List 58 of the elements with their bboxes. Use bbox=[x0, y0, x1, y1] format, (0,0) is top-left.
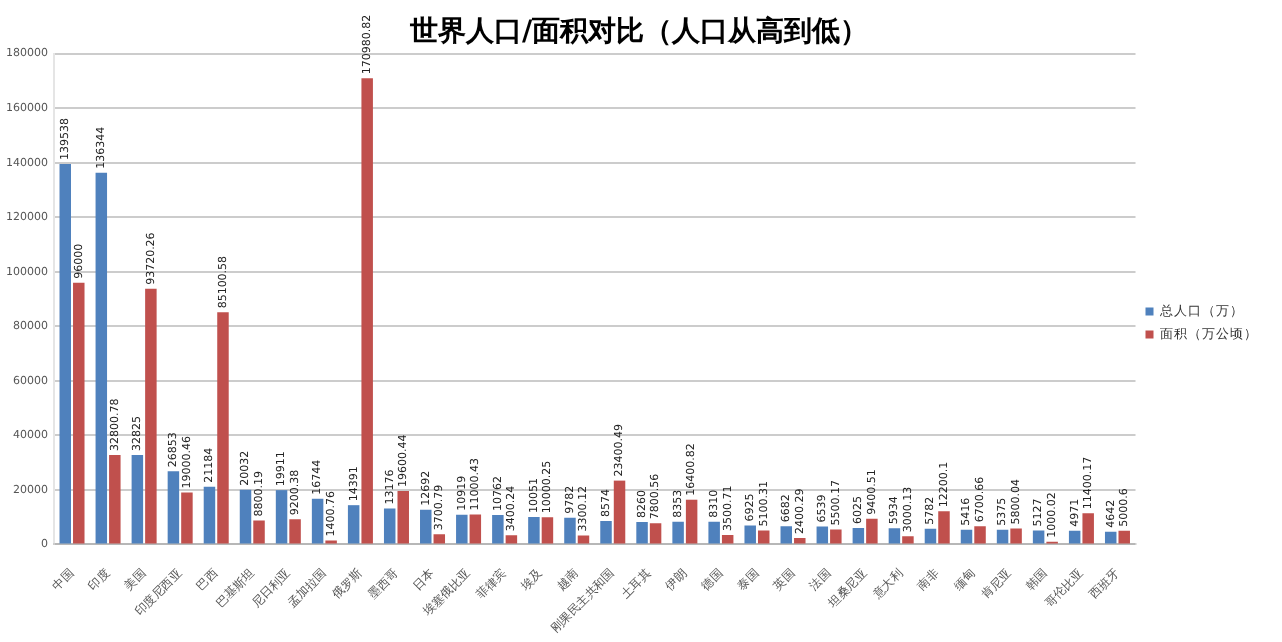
bar bbox=[685, 499, 698, 544]
bar bbox=[109, 454, 121, 544]
bar bbox=[902, 536, 914, 544]
bar bbox=[938, 511, 950, 544]
bar bbox=[275, 490, 288, 544]
bar bbox=[347, 505, 360, 544]
bar bbox=[816, 526, 829, 544]
bar bbox=[866, 518, 878, 544]
bar bbox=[203, 486, 216, 544]
bar bbox=[181, 492, 193, 544]
bar bbox=[253, 520, 265, 544]
bar bbox=[59, 163, 71, 544]
bar bbox=[420, 509, 432, 544]
bar bbox=[577, 535, 590, 544]
bar bbox=[289, 519, 301, 544]
bar bbox=[636, 521, 648, 544]
bar bbox=[852, 527, 865, 544]
chart-title: 世界人口/面积对比（人口从高到低） bbox=[407, 14, 869, 49]
bar bbox=[433, 534, 446, 544]
bar bbox=[505, 535, 518, 544]
bar bbox=[469, 514, 482, 544]
bar bbox=[600, 521, 612, 544]
bar bbox=[672, 521, 684, 544]
bar bbox=[383, 508, 396, 544]
bar bbox=[145, 288, 157, 544]
bar bbox=[721, 534, 734, 544]
bar bbox=[744, 525, 756, 544]
bar bbox=[131, 454, 144, 544]
bar bbox=[794, 537, 806, 544]
bar bbox=[397, 490, 409, 544]
bar bbox=[888, 528, 901, 544]
bar bbox=[780, 526, 793, 544]
bar bbox=[830, 529, 842, 544]
bar bbox=[960, 529, 973, 544]
bar bbox=[564, 517, 576, 544]
bar bbox=[996, 529, 1009, 544]
bar bbox=[528, 517, 540, 544]
bar bbox=[167, 471, 180, 544]
bar bbox=[1082, 513, 1094, 544]
bar bbox=[1104, 531, 1117, 544]
bar bbox=[613, 480, 626, 544]
bar bbox=[974, 526, 986, 544]
bar bbox=[1068, 530, 1081, 544]
bar bbox=[708, 521, 720, 544]
bar bbox=[239, 489, 252, 544]
bar bbox=[217, 312, 229, 544]
bar bbox=[311, 498, 324, 544]
bar bbox=[649, 523, 662, 544]
bar bbox=[541, 517, 554, 544]
bar bbox=[361, 78, 373, 544]
bar bbox=[492, 515, 504, 544]
bar bbox=[1032, 530, 1045, 544]
bar bbox=[456, 514, 468, 544]
bar bbox=[1010, 528, 1022, 544]
bar bbox=[73, 282, 85, 544]
bar bbox=[95, 172, 108, 544]
bar bbox=[924, 528, 937, 544]
bar bbox=[1118, 530, 1130, 544]
